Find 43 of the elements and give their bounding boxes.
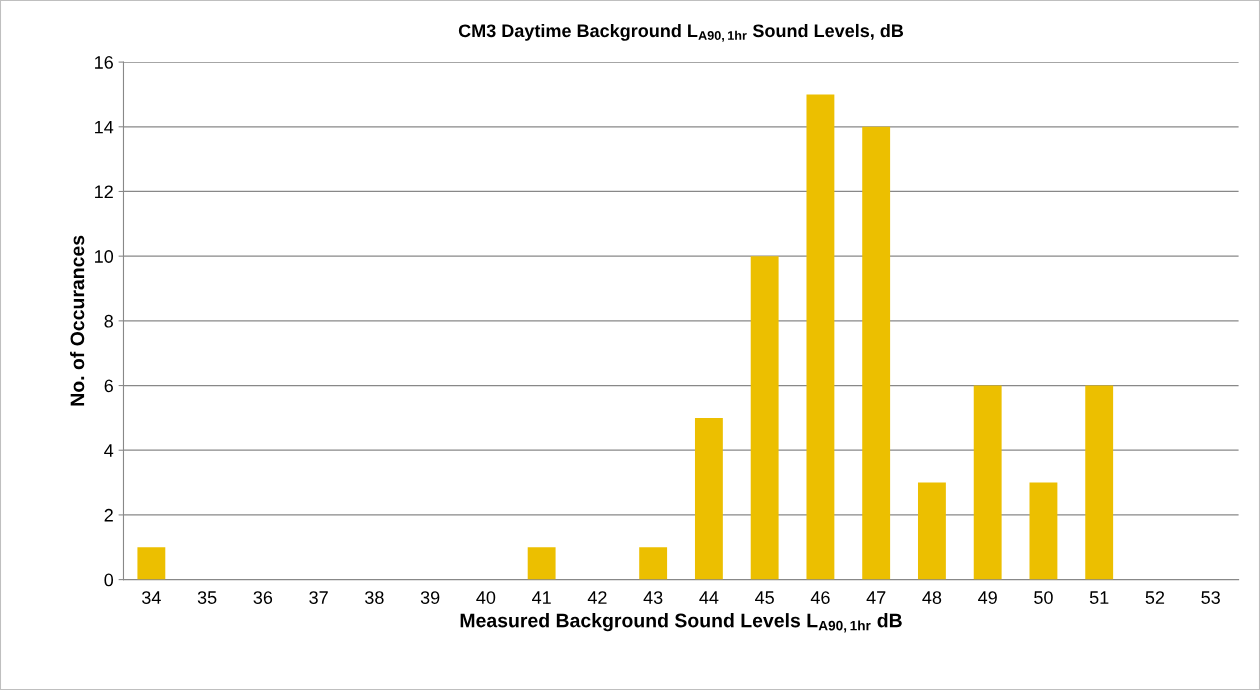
bar	[639, 547, 668, 580]
x-tick-label: 50	[1034, 591, 1053, 604]
bar	[1085, 385, 1114, 580]
bar	[973, 385, 1002, 580]
x-tick-label: 43	[643, 591, 663, 604]
y-tick-label: 8	[104, 314, 113, 328]
x-tick-label: 49	[978, 591, 997, 604]
x-tick-label: 46	[810, 591, 830, 604]
x-tick-label: 52	[1145, 591, 1165, 604]
y-tick-label: 16	[95, 56, 113, 69]
y-tick-label: 6	[104, 379, 113, 393]
y-tick-label: 14	[95, 120, 114, 134]
x-tick-label: 37	[309, 591, 328, 604]
x-tick-label: 42	[587, 591, 607, 604]
y-tick-label: 2	[104, 508, 113, 522]
bar	[750, 256, 779, 580]
bar	[862, 126, 891, 580]
x-tick-label: 40	[476, 591, 496, 604]
x-tick-label: 45	[755, 591, 774, 604]
bar	[694, 417, 723, 580]
x-tick-label: 51	[1089, 591, 1109, 604]
x-tick-label: 47	[866, 591, 886, 604]
x-tick-label: 39	[420, 591, 440, 604]
bar	[1029, 482, 1058, 580]
x-tick-label: 41	[532, 591, 551, 604]
x-tick-label: 35	[197, 591, 217, 604]
x-tick-label: 53	[1201, 591, 1220, 604]
bar	[527, 547, 556, 580]
x-axis-title: Measured Background Sound Levels L$_{A90,1hr}$ dB	[460, 613, 902, 633]
y-axis-title: No. of Occurances	[70, 235, 85, 406]
bar	[806, 94, 835, 580]
y-tick-label: 4	[104, 444, 114, 457]
bar	[137, 547, 166, 580]
y-tick-label: 10	[95, 250, 114, 263]
x-tick-label: 36	[253, 591, 273, 604]
y-tick-label: 0	[104, 573, 114, 587]
chart-title: CM3 Daytime Background L$_{A90,1hr}$ Sound Levels, dB	[458, 23, 904, 42]
x-tick-label: 44	[699, 591, 719, 604]
y-tick-label: 12	[95, 185, 113, 199]
x-tick-label: 38	[365, 591, 384, 604]
x-tick-label: 48	[922, 591, 942, 604]
x-tick-label: 34	[142, 591, 161, 604]
bar	[917, 482, 946, 580]
